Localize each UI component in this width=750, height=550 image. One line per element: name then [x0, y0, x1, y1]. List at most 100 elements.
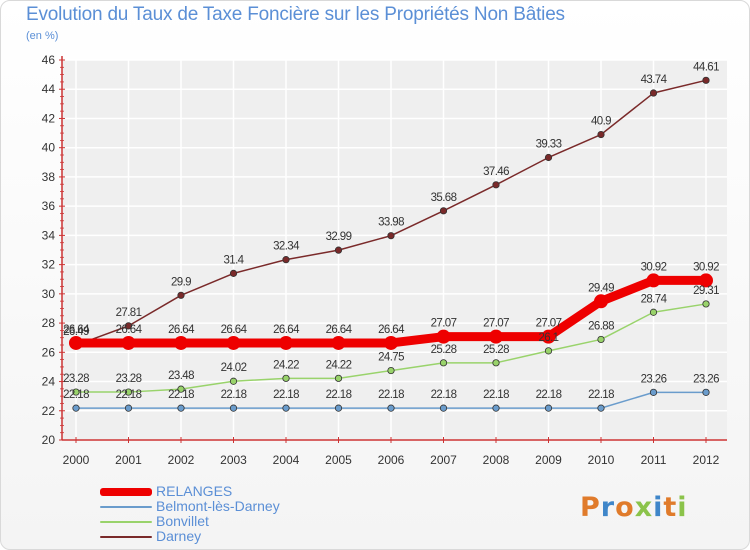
data-label: 32.99: [326, 231, 352, 243]
y-tick-label: 24: [42, 375, 56, 389]
data-label: 27.07: [536, 318, 562, 330]
data-point: [72, 388, 80, 396]
data-point: [334, 404, 343, 412]
x-tick-label: 2003: [220, 453, 247, 467]
data-point: [226, 335, 241, 350]
data-point: [282, 404, 290, 412]
x-tick-label: 2006: [378, 453, 405, 467]
y-tick-label: 28: [42, 316, 56, 330]
x-tick-label: 2008: [483, 453, 510, 467]
data-label: 26.64: [116, 324, 143, 336]
legend-item: Belmont-lès-Darney: [100, 499, 280, 514]
data-label: 24.22: [273, 359, 299, 371]
data-label: 28.74: [641, 293, 668, 305]
data-point: [439, 359, 448, 367]
data-label: 23.26: [641, 373, 667, 385]
y-tick-label: 38: [42, 170, 56, 184]
y-tick-label: 20: [42, 433, 56, 447]
data-point: [69, 335, 83, 350]
legend-swatch: [100, 520, 152, 523]
x-tick-label: 2005: [325, 453, 352, 467]
data-point: [649, 89, 658, 97]
data-point: [492, 181, 500, 189]
data-point: [439, 207, 448, 215]
data-label: 44.61: [693, 61, 719, 73]
data-point: [649, 308, 658, 316]
x-tick-label: 2011: [641, 453, 667, 467]
data-point: [229, 269, 238, 277]
data-point: [177, 404, 185, 412]
data-label: 22.18: [326, 389, 352, 401]
data-point: [387, 232, 395, 240]
data-label: 35.68: [431, 192, 457, 204]
data-point: [174, 335, 188, 350]
data-label: 22.18: [536, 389, 562, 401]
proxiti-logo: Proxiti: [580, 492, 688, 523]
y-tick-label: 42: [42, 111, 56, 125]
data-point: [699, 273, 713, 288]
data-point: [72, 404, 80, 412]
data-point: [387, 366, 395, 375]
data-label: 23.28: [116, 373, 142, 385]
data-point: [594, 294, 608, 309]
data-label: 22.18: [63, 389, 89, 401]
data-point: [544, 347, 553, 355]
data-point: [436, 329, 451, 344]
data-label: 22.18: [483, 389, 509, 401]
data-point: [544, 153, 553, 162]
data-label: 43.74: [641, 74, 668, 86]
x-tick-label: 2012: [693, 453, 720, 467]
legend-item: Darney: [100, 529, 280, 544]
logo-letter: t: [663, 492, 678, 523]
legend-label: RELANGES: [156, 483, 233, 499]
data-point: [229, 377, 238, 385]
legend-swatch: [100, 487, 152, 496]
y-tick-label: 30: [42, 287, 56, 301]
data-point: [387, 404, 395, 412]
data-label: 22.18: [116, 389, 142, 401]
data-point: [439, 404, 448, 412]
y-tick-label: 22: [42, 404, 56, 418]
x-tick-label: 2002: [168, 453, 195, 467]
data-point: [649, 388, 658, 396]
y-tick-label: 32: [42, 258, 56, 272]
data-label: 22.18: [168, 389, 194, 401]
x-tick-label: 2007: [430, 453, 457, 467]
data-point: [279, 335, 293, 350]
data-point: [334, 246, 343, 254]
legend-item: Bonvillet: [100, 514, 280, 529]
data-label: 23.28: [63, 373, 89, 385]
data-point: [702, 76, 710, 84]
data-label: 26.64: [63, 324, 90, 336]
data-point: [384, 335, 398, 350]
legend-item: RELANGES: [100, 484, 280, 499]
data-label: 39.33: [536, 138, 562, 150]
logo-letter: o: [615, 492, 635, 523]
data-point: [597, 404, 605, 412]
y-tick-label: 46: [42, 53, 56, 67]
data-point: [124, 388, 133, 396]
data-label: 27.07: [483, 318, 509, 330]
logo-letter: x: [634, 492, 654, 523]
data-point: [597, 335, 605, 344]
data-label: 25.28: [483, 344, 509, 356]
data-point: [124, 322, 133, 330]
data-label: 37.46: [483, 166, 509, 178]
data-point: [597, 130, 605, 139]
data-label: 22.18: [431, 389, 457, 401]
data-label: 26.88: [588, 320, 614, 332]
data-label: 25.28: [431, 344, 457, 356]
y-tick-label: 26: [42, 345, 56, 359]
data-label: 22.18: [221, 389, 247, 401]
legend-label: Bonvillet: [156, 513, 209, 529]
y-tick-label: 44: [42, 82, 56, 96]
data-point: [541, 329, 556, 344]
x-tick-label: 2004: [273, 453, 300, 467]
data-point: [282, 256, 290, 264]
data-label: 31.4: [224, 254, 245, 266]
data-point: [282, 374, 290, 382]
logo-letter: i: [653, 492, 664, 523]
logo-letter: r: [600, 492, 616, 523]
logo-letter: i: [677, 492, 688, 523]
data-point: [492, 359, 500, 367]
